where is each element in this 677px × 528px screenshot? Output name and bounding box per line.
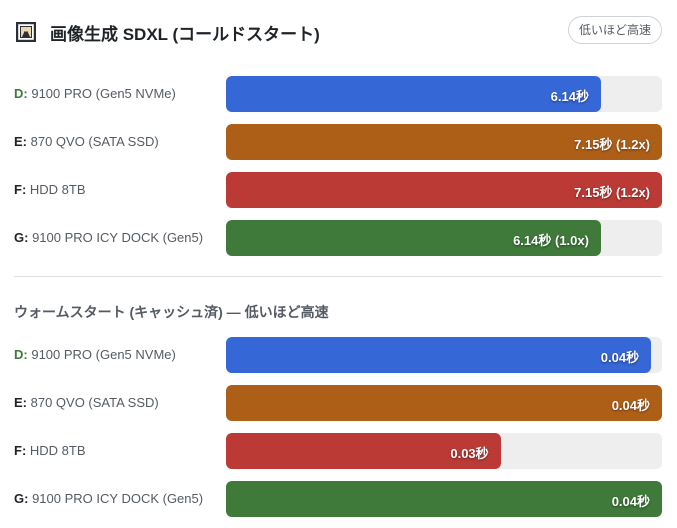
- drive-name: 9100 PRO ICY DOCK (Gen5): [32, 491, 204, 506]
- cold-row-d: D: 9100 PRO (Gen5 NVMe) 6.14秒: [14, 76, 662, 112]
- drive-letter: D:: [14, 86, 28, 101]
- warm-row-d: D: 9100 PRO (Gen5 NVMe) 0.04秒: [14, 337, 662, 373]
- bar-value: 7.15秒 (1.2x): [574, 185, 650, 200]
- bar: 6.14秒: [226, 76, 601, 112]
- bar: 0.04秒: [226, 337, 652, 373]
- warm-row-g: G: 9100 PRO ICY DOCK (Gen5) 0.04秒: [14, 481, 662, 517]
- framed-picture-icon: [16, 22, 36, 42]
- drive-letter: D:: [14, 347, 28, 362]
- bar-track: 7.15秒 (1.2x): [226, 124, 662, 160]
- bar-value: 7.15秒 (1.2x): [574, 137, 650, 152]
- drive-name: 9100 PRO (Gen5 NVMe): [31, 86, 176, 101]
- drive-letter: F:: [14, 182, 27, 197]
- drive-name: HDD 8TB: [29, 443, 86, 458]
- bar-track: 6.14秒: [226, 76, 662, 112]
- cold-row-g: G: 9100 PRO ICY DOCK (Gen5) 6.14秒 (1.0x): [14, 220, 662, 256]
- drive-name: 9100 PRO (Gen5 NVMe): [31, 347, 176, 362]
- bar-value: 6.14秒: [550, 89, 589, 104]
- bar-track: 0.03秒: [226, 433, 662, 469]
- bar-track: 0.04秒: [226, 385, 662, 421]
- drive-name: 870 QVO (SATA SSD): [30, 134, 159, 149]
- drive-letter: F:: [14, 443, 27, 458]
- drive-name: 9100 PRO ICY DOCK (Gen5): [32, 230, 204, 245]
- bar-track: 0.04秒: [226, 481, 662, 517]
- bar: 7.15秒 (1.2x): [226, 172, 662, 208]
- bar-value: 6.14秒 (1.0x): [513, 233, 589, 248]
- chart-header: 画像生成 SDXL (コールドスタート) 低いほど高速: [14, 16, 663, 48]
- section-divider: [14, 276, 662, 277]
- faster-is-lower-badge: 低いほど高速: [567, 16, 662, 44]
- bar-value: 0.04秒: [611, 398, 650, 413]
- bar-track: 6.14秒 (1.0x): [226, 220, 662, 256]
- bar: 6.14秒 (1.0x): [226, 220, 601, 256]
- bar-value: 0.04秒: [611, 494, 650, 509]
- bar-value: 0.04秒: [600, 350, 640, 365]
- chart-title: 画像生成 SDXL (コールドスタート): [50, 25, 320, 44]
- drive-name: 870 QVO (SATA SSD): [30, 395, 159, 410]
- warm-row-f: F: HDD 8TB 0.03秒: [14, 433, 662, 469]
- bar: 0.04秒: [226, 385, 662, 421]
- drive-name: HDD 8TB: [29, 182, 86, 197]
- drive-letter: G:: [14, 230, 29, 245]
- cold-row-f: F: HDD 8TB 7.15秒 (1.2x): [14, 172, 662, 208]
- drive-letter: E:: [14, 395, 27, 410]
- bar-track: 0.04秒: [226, 337, 662, 373]
- bar: 0.03秒: [226, 433, 501, 469]
- cold-row-e: E: 870 QVO (SATA SSD) 7.15秒 (1.2x): [14, 124, 662, 160]
- warm-row-e: E: 870 QVO (SATA SSD) 0.04秒: [14, 385, 662, 421]
- bar-value: 0.03秒: [450, 446, 489, 461]
- drive-letter: E:: [14, 134, 27, 149]
- bar-track: 7.15秒 (1.2x): [226, 172, 662, 208]
- bar: 0.04秒: [226, 481, 662, 517]
- warm-start-subtitle: ウォームスタート (キャッシュ済) — 低いほど高速: [14, 304, 329, 320]
- drive-letter: G:: [14, 491, 29, 506]
- bar: 7.15秒 (1.2x): [226, 124, 662, 160]
